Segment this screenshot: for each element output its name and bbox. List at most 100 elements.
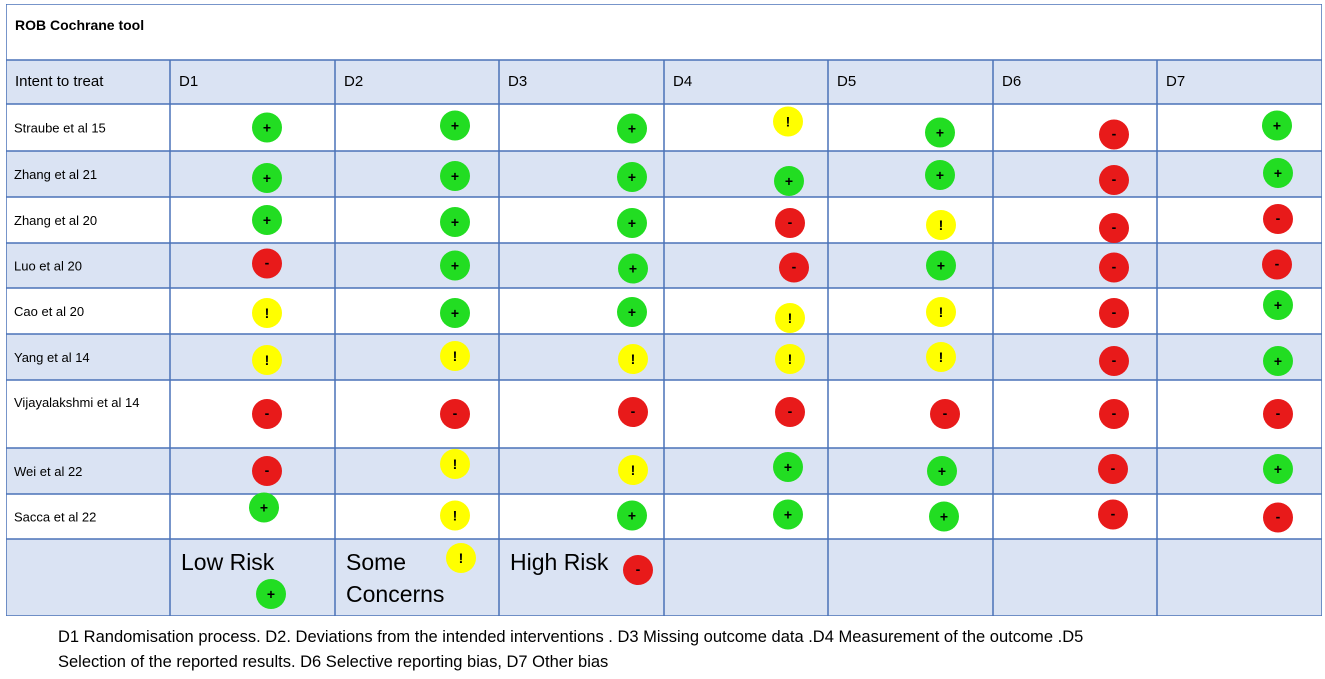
risk-low-icon — [440, 207, 470, 237]
risk-symbol-glyph: - — [1276, 509, 1281, 525]
risk-low-icon — [617, 297, 647, 327]
legend-high-icon — [623, 555, 653, 585]
risk-symbol-glyph: - — [1112, 171, 1117, 187]
risk-symbol-glyph: ! — [939, 349, 944, 365]
risk-some-icon — [440, 500, 470, 531]
risk-symbol-glyph: ! — [786, 114, 791, 130]
risk-high-icon — [1099, 213, 1129, 243]
rob-table: ROB Cochrane tool Intent to treat D1 D2 D3 D4… — [6, 4, 1322, 616]
risk-symbol-glyph: + — [260, 500, 268, 516]
risk-low-icon — [1263, 290, 1293, 320]
risk-high-icon — [775, 208, 805, 238]
risk-low-icon — [617, 162, 647, 192]
risk-low-icon — [249, 492, 279, 523]
risk-high-icon — [1098, 499, 1128, 530]
risk-symbol-glyph: + — [937, 258, 945, 274]
legend-some-label: Concerns — [346, 581, 444, 607]
risk-high-icon — [1263, 399, 1293, 429]
study-name: Luo et al 20 — [14, 259, 82, 274]
risk-symbol-glyph: - — [1112, 259, 1117, 275]
risk-low-icon — [440, 161, 470, 191]
risk-symbol-glyph: - — [1112, 126, 1117, 142]
risk-symbol-glyph: + — [263, 120, 271, 136]
risk-symbol-glyph: - — [1112, 219, 1117, 235]
risk-some-icon — [252, 345, 282, 375]
risk-symbol-glyph: + — [1274, 297, 1282, 313]
risk-symbol-glyph: + — [267, 586, 275, 602]
legend-high-label: High Risk — [510, 549, 609, 575]
risk-symbol-glyph: ! — [939, 217, 944, 233]
risk-some-icon — [440, 341, 470, 371]
study-name: Zhang et al 20 — [14, 213, 97, 228]
risk-symbol-glyph: + — [628, 304, 636, 320]
risk-symbol-glyph: ! — [788, 351, 793, 367]
risk-symbol-glyph: + — [1273, 118, 1281, 134]
risk-symbol-glyph: - — [1112, 352, 1117, 368]
risk-symbol-glyph: ! — [631, 462, 636, 478]
study-name: Zhang et al 21 — [14, 167, 97, 182]
risk-symbol-glyph: + — [628, 121, 636, 137]
risk-symbol-glyph: + — [629, 261, 637, 277]
risk-low-icon — [1262, 110, 1292, 141]
risk-symbol-glyph: + — [451, 258, 459, 274]
risk-symbol-glyph: + — [628, 215, 636, 231]
risk-some-icon — [926, 342, 956, 372]
risk-low-icon — [925, 117, 955, 148]
study-name: Vijayalakshmi et al 14 — [14, 395, 140, 410]
risk-symbol-glyph: - — [1276, 405, 1281, 421]
risk-symbol-glyph: - — [636, 561, 641, 577]
header-d5: D5 — [837, 73, 856, 90]
risk-low-icon — [252, 163, 282, 193]
risk-symbol-glyph: + — [785, 173, 793, 189]
risk-symbol-glyph: ! — [459, 550, 464, 566]
risk-low-icon — [617, 208, 647, 238]
risk-symbol-glyph: - — [1111, 460, 1116, 476]
footnote: D1 Randomisation process. D2. Deviations… — [58, 625, 1320, 675]
risk-symbol-glyph: + — [628, 169, 636, 185]
risk-symbol-glyph: ! — [265, 305, 270, 321]
risk-low-icon — [927, 456, 957, 486]
risk-symbol-glyph: - — [1275, 256, 1280, 272]
risk-symbol-glyph: + — [938, 463, 946, 479]
risk-symbol-glyph: ! — [631, 351, 636, 367]
risk-symbol-glyph: ! — [453, 348, 458, 364]
risk-symbol-glyph: + — [451, 168, 459, 184]
risk-low-icon — [618, 253, 648, 284]
risk-low-icon — [925, 160, 955, 190]
risk-low-icon — [774, 166, 804, 196]
header-d6: D6 — [1002, 73, 1021, 90]
risk-symbol-glyph: + — [936, 125, 944, 141]
risk-low-icon — [1263, 158, 1293, 188]
risk-high-icon — [779, 252, 809, 283]
risk-high-icon — [775, 397, 805, 427]
risk-high-icon — [1099, 298, 1129, 328]
legend-some-label: Some — [346, 549, 406, 575]
risk-symbol-glyph: - — [265, 255, 270, 271]
risk-symbol-glyph: + — [1274, 353, 1282, 369]
risk-symbol-glyph: ! — [453, 456, 458, 472]
risk-symbol-glyph: + — [263, 212, 271, 228]
risk-low-icon — [1263, 454, 1293, 484]
risk-symbol-glyph: + — [628, 508, 636, 524]
risk-low-icon — [440, 298, 470, 328]
study-name: Cao et al 20 — [14, 304, 84, 319]
risk-high-icon — [1263, 502, 1293, 533]
risk-symbol-glyph: + — [1274, 165, 1282, 181]
study-name: Wei et al 22 — [14, 464, 82, 479]
risk-symbol-glyph: ! — [939, 304, 944, 320]
risk-high-icon — [1099, 346, 1129, 376]
risk-some-icon — [773, 106, 803, 137]
risk-symbol-glyph: + — [784, 459, 792, 475]
header-intent-to-treat: Intent to treat — [15, 73, 104, 90]
risk-low-icon — [773, 452, 803, 482]
risk-symbol-glyph: + — [263, 170, 271, 186]
risk-some-icon — [775, 344, 805, 374]
risk-low-icon — [440, 110, 470, 141]
table-title: ROB Cochrane tool — [15, 17, 144, 33]
risk-symbol-glyph: + — [1274, 461, 1282, 477]
risk-low-icon — [252, 112, 282, 143]
risk-symbol-glyph: + — [940, 509, 948, 525]
risk-symbol-glyph: - — [265, 405, 270, 421]
legend-low-label: Low Risk — [181, 549, 275, 575]
study-name: Sacca et al 22 — [14, 510, 96, 525]
